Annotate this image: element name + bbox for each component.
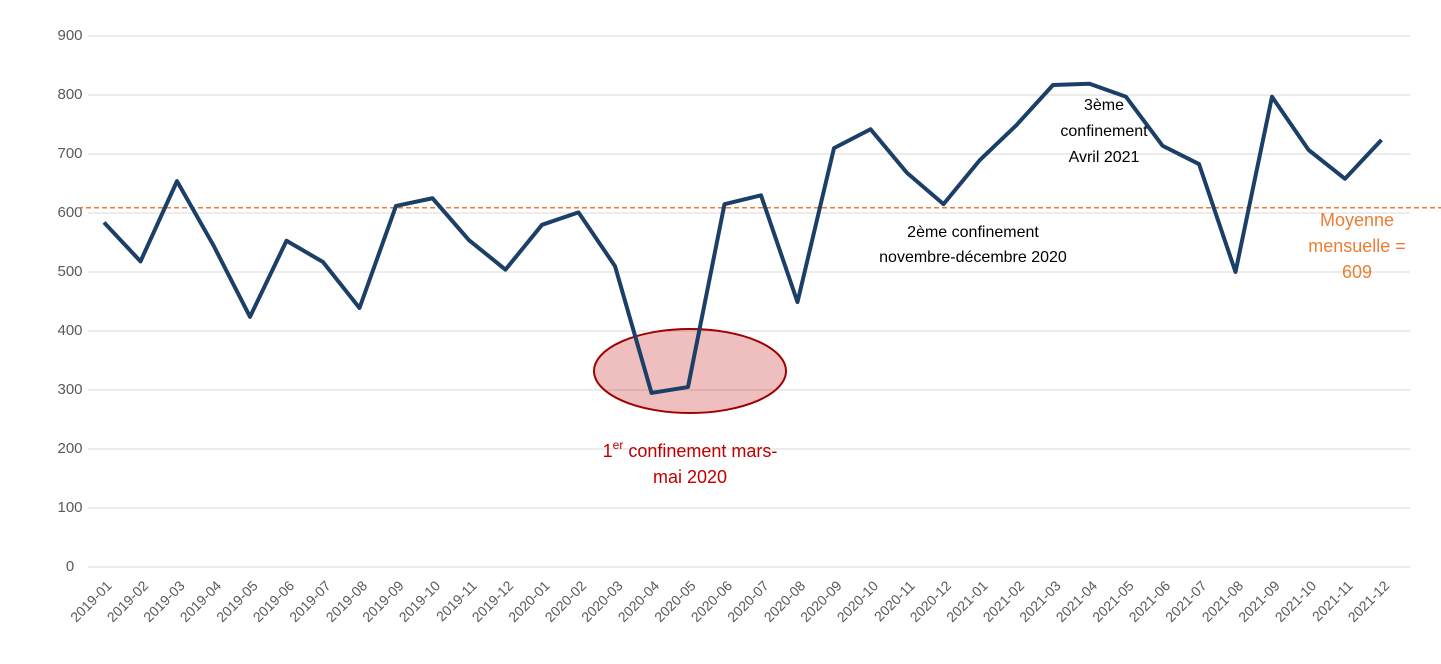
- third-annotation: 3ème: [1084, 97, 1124, 114]
- y-tick-label: 100: [57, 499, 82, 516]
- annotation-text: 1: [603, 441, 613, 461]
- y-tick-label: 600: [57, 204, 82, 221]
- x-tick-label: 2019-10: [396, 577, 444, 625]
- mean-value: 609: [1342, 262, 1372, 282]
- y-tick-label: 700: [57, 145, 82, 162]
- annotation-text: confinement mars-: [623, 441, 777, 461]
- first-annotation-line: mai 2020: [653, 467, 727, 487]
- y-tick-label: 900: [57, 27, 82, 44]
- y-tick-label: 800: [57, 86, 82, 103]
- y-tick-label: 500: [57, 263, 82, 280]
- annotation-sup: er: [613, 438, 624, 452]
- y-tick-label: 0: [66, 558, 74, 575]
- mean-label: mensuelle =: [1308, 236, 1406, 256]
- y-tick-label: 200: [57, 440, 82, 457]
- third-annotation: confinement: [1060, 123, 1148, 140]
- x-tick-label: 2021-12: [1345, 577, 1393, 625]
- x-tick-label: 2021-10: [1272, 577, 1320, 625]
- y-tick-label: 400: [57, 322, 82, 339]
- second-annotation: 2ème confinement: [907, 224, 1039, 241]
- y-tick-label: 300: [57, 381, 82, 398]
- mean-label: Moyenne: [1320, 210, 1394, 230]
- third-annotation: Avril 2021: [1069, 149, 1140, 166]
- data-line: [102, 81, 1383, 395]
- first-annotation: 1er confinement mars-: [603, 438, 778, 461]
- x-tick-label: 2020-10: [834, 577, 882, 625]
- second-annotation: novembre-décembre 2020: [879, 249, 1067, 266]
